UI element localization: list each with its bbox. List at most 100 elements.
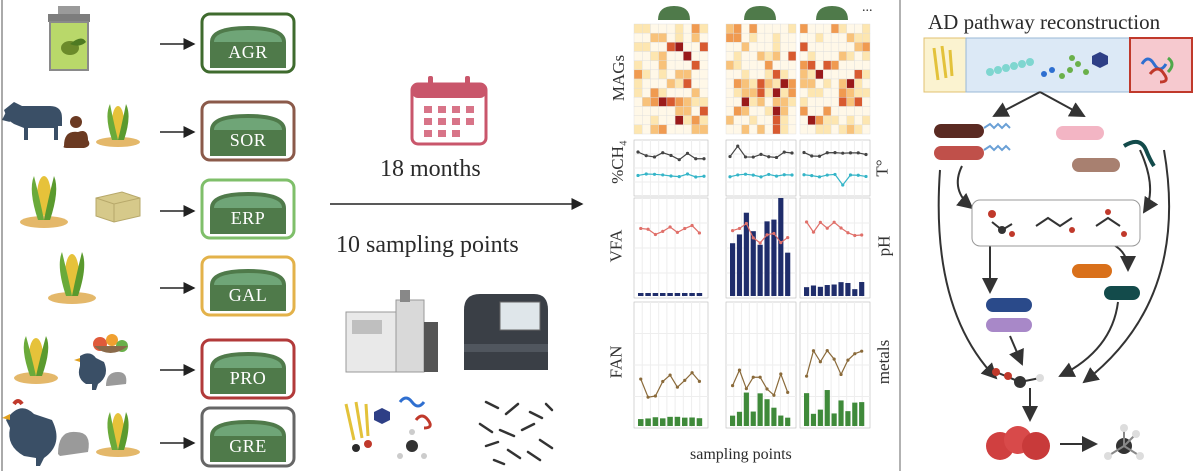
heatmap-cell [691, 23, 700, 34]
heatmap-cell [823, 51, 832, 61]
fan-series-point [697, 379, 702, 384]
vfa-bar [696, 293, 703, 296]
ph-series-point [765, 233, 769, 237]
ch4-series-point [848, 151, 853, 155]
vfa-bar [831, 284, 837, 296]
heatmap-cell [764, 124, 773, 135]
heatmap-cell [780, 60, 789, 71]
heatmap-cell [658, 42, 668, 52]
heatmap-cell [854, 78, 863, 89]
ch4-series-point [636, 150, 640, 154]
heatmap-cell [807, 115, 816, 126]
heatmap-cell [633, 124, 643, 135]
vfa-bar [645, 293, 651, 296]
heatmap-cell [683, 69, 692, 80]
microbes-icon [478, 400, 554, 466]
fan-series-point [860, 349, 864, 353]
heatmap-cell [749, 97, 758, 107]
heatmap-cell [683, 32, 692, 43]
heatmap-cell [683, 60, 692, 71]
heatmap-cell [749, 124, 758, 135]
heatmap-cell [846, 51, 855, 61]
heatmap-cell [846, 60, 855, 71]
heatmap-cell [749, 23, 758, 34]
heatmap-cell [674, 23, 684, 34]
heatmap-cell [633, 78, 643, 89]
heatmap-cell [699, 115, 709, 126]
vfa-axis-label: VFA [606, 229, 626, 263]
heatmap-cell [699, 60, 709, 71]
heatmap-cell [683, 87, 692, 98]
heatmap-cell [691, 97, 700, 107]
heatmap-cell [633, 32, 643, 43]
heatmap-cell [691, 32, 700, 43]
heatmap-cell [838, 78, 847, 89]
metals-bar [696, 418, 703, 426]
heatmap-cell [741, 124, 750, 135]
heatmap-cell [772, 23, 781, 34]
ph-series-point [646, 227, 650, 231]
vfa-bar [652, 293, 659, 296]
heatmap-cell [725, 115, 734, 126]
heatmap-cell [838, 32, 847, 43]
heatmap-cell [674, 97, 684, 107]
heatmap-cell [846, 23, 855, 34]
heatmap-cell [749, 32, 758, 43]
heatmap-cell [823, 32, 832, 43]
heatmap-cell [830, 69, 840, 80]
vfa-bar [674, 293, 681, 296]
heatmap-cell [666, 32, 676, 43]
heatmap-cell [807, 23, 816, 34]
manure-icon [63, 116, 90, 148]
heatmap-cell [799, 42, 808, 52]
heatmap-cell [854, 32, 863, 43]
heatmap-cell [788, 32, 797, 43]
heatmap-cell [823, 69, 832, 80]
ch4-series-point [728, 154, 732, 159]
plant-code: GRE [229, 436, 267, 456]
ph-series-point [853, 233, 857, 238]
heatmap-cell [741, 69, 750, 80]
fan-series-point [661, 379, 665, 384]
heatmap-cell [807, 69, 816, 80]
metals-bar [667, 416, 673, 426]
ph-series-point [846, 231, 850, 235]
heatmap-cell [749, 106, 758, 116]
heatmap-cell [788, 106, 797, 116]
sampling-points-xlabel: sampling points [690, 446, 792, 463]
olive-jar-icon [48, 6, 90, 71]
metals-bar [652, 417, 659, 426]
heatmap-cell [788, 124, 797, 135]
heatmap-cell [642, 78, 651, 89]
heatmap-cell [683, 78, 692, 89]
plant-code: SOR [229, 130, 267, 150]
heatmap-cell [764, 32, 773, 43]
plots-ellipsis: ... [862, 0, 873, 15]
metals-bar [743, 392, 749, 426]
heatmap-cell [691, 69, 700, 80]
heatmap-cell [642, 42, 651, 52]
heatmap-cell [683, 106, 692, 116]
heatmap-cell [854, 97, 863, 107]
vfa-bar [660, 293, 666, 296]
fan-series-point [758, 375, 762, 379]
heatmap-cell [838, 106, 847, 116]
fan-series-point [751, 375, 755, 379]
ch4-axis-label: %CH₄ [607, 140, 627, 184]
heatmap-cell [666, 51, 676, 61]
plant-code: ERP [230, 208, 266, 228]
heatmap-cell [764, 87, 773, 98]
heatmap-cell [741, 115, 750, 126]
metals-bar [785, 417, 791, 426]
heatmap-cell [642, 97, 651, 107]
metals-bar [859, 402, 865, 426]
heatmap-cell [642, 32, 651, 43]
heatmap-cell [838, 60, 847, 71]
temp-series-point [825, 173, 829, 177]
heatmap-cell [749, 115, 758, 126]
pathway-banner [923, 37, 1193, 93]
temp-series-point [782, 173, 786, 177]
heatmap-cell [846, 69, 855, 80]
microbe-cells [934, 122, 1156, 460]
plant-sor: SOR [200, 100, 296, 162]
